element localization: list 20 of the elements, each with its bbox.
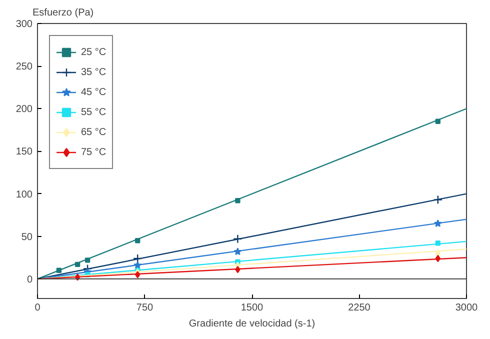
x-tick-label: 3000 <box>455 302 478 314</box>
legend-label: 75 °C <box>81 146 106 160</box>
y-tick-label: 300 <box>16 19 33 30</box>
y-tick-label: 200 <box>16 104 33 116</box>
x-axis-title: Gradiente de velocidad (s-1) <box>188 318 316 330</box>
y-tick-label: 50 <box>21 232 33 243</box>
x-tick-label: 0 <box>34 302 41 314</box>
legend-label: 55 °C <box>81 106 106 120</box>
x-tick-label: 2250 <box>348 302 371 314</box>
legend-label: 25 °C <box>81 46 106 60</box>
y-tick-label: 100 <box>16 189 33 200</box>
legend-label: 35 °C <box>81 66 106 80</box>
x-tick-label: 750 <box>136 302 154 314</box>
legend-label: 45 °C <box>81 86 106 100</box>
y-tick-label: 150 <box>16 146 33 158</box>
y-tick-label: 0 <box>26 274 33 286</box>
x-tick-label: 1500 <box>240 302 264 314</box>
y-axis-title: Esfuerzo (Pa) <box>32 8 94 18</box>
legend-label: 65 °C <box>81 126 106 140</box>
y-tick-label: 250 <box>16 62 33 73</box>
